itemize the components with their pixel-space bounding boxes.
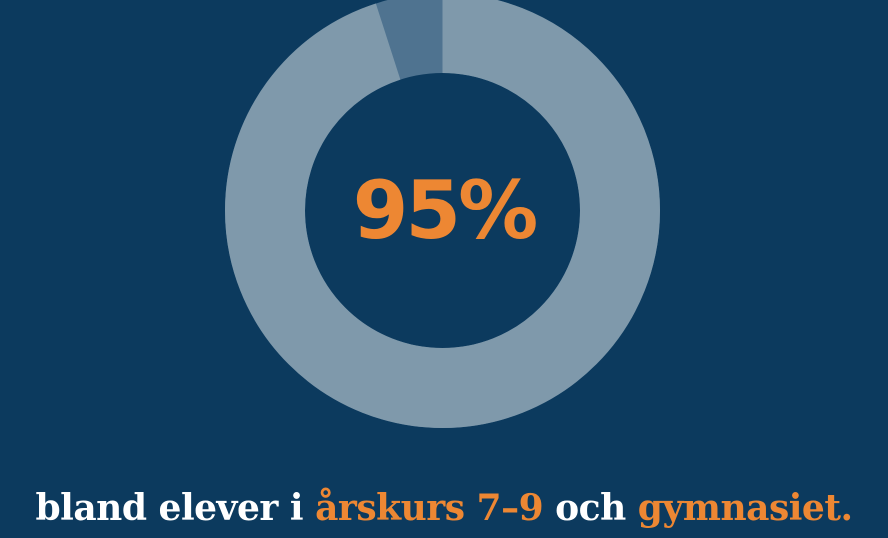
caption-segment-2: årskurs 7–9 — [315, 487, 544, 529]
caption-segment-3: och — [543, 487, 638, 529]
donut-center-value: 95% — [352, 163, 538, 257]
caption-segment-4: gymnasiet. — [637, 487, 853, 529]
caption: bland elever i årskurs 7–9 och gymnasiet… — [0, 487, 888, 529]
caption-segment-1: bland elever i — [35, 487, 316, 529]
donut-segment-main — [225, 0, 660, 428]
